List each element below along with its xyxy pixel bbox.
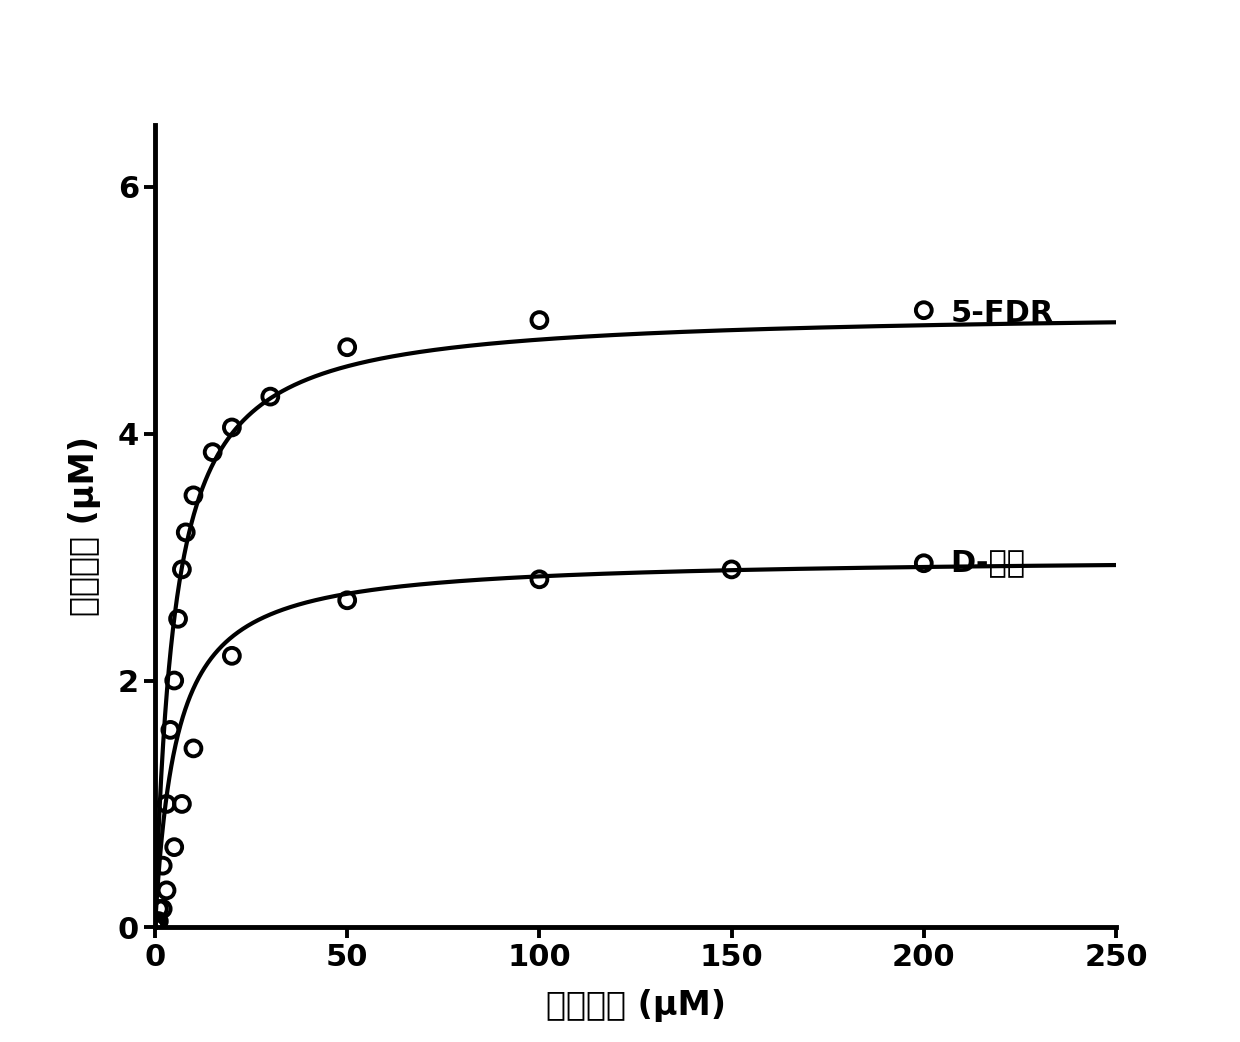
Point <box>914 555 934 572</box>
Point <box>172 796 192 813</box>
Point <box>260 389 280 405</box>
Point <box>914 302 934 319</box>
Point <box>529 312 549 328</box>
X-axis label: 底物浓度 (μM): 底物浓度 (μM) <box>546 989 725 1022</box>
Text: 5-FDR: 5-FDR <box>951 299 1054 328</box>
Point <box>172 561 192 577</box>
Point <box>337 339 357 355</box>
Point <box>148 913 167 929</box>
Point <box>153 858 172 874</box>
Point <box>169 611 188 627</box>
Point <box>149 900 169 917</box>
Point <box>156 882 176 898</box>
Point <box>529 571 549 588</box>
Point <box>184 740 203 756</box>
Point <box>156 796 176 813</box>
Point <box>184 487 203 503</box>
Point <box>145 919 165 936</box>
Point <box>164 672 184 689</box>
Point <box>164 839 184 855</box>
Point <box>145 919 165 936</box>
Text: D-核糖: D-核糖 <box>951 548 1025 577</box>
Point <box>202 444 223 461</box>
Point <box>176 524 196 541</box>
Point <box>149 913 169 929</box>
Point <box>722 561 742 577</box>
Point <box>153 900 172 917</box>
Point <box>160 721 180 738</box>
Point <box>222 419 242 436</box>
Point <box>337 592 357 609</box>
Y-axis label: 产物浓度 (μM): 产物浓度 (μM) <box>68 437 102 616</box>
Point <box>222 647 242 664</box>
Point <box>148 917 167 934</box>
